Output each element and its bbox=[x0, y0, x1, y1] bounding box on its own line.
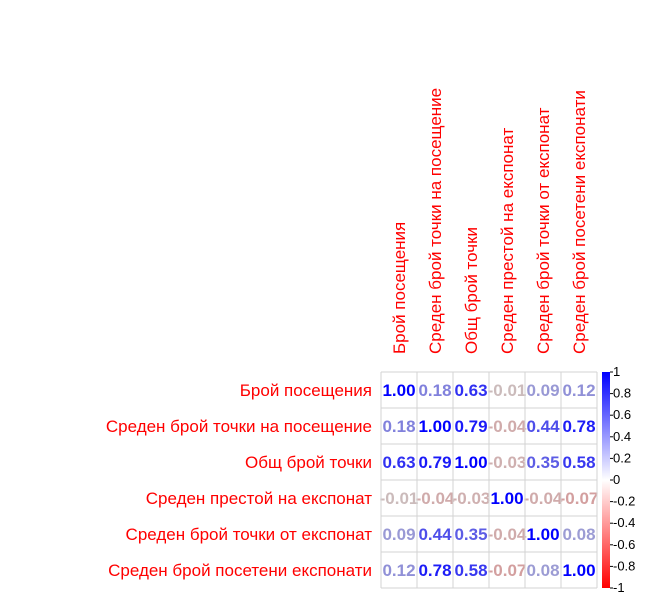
row-label: Среден брой точки от експонат bbox=[126, 525, 373, 544]
cell-value-r5-c1: 0.78 bbox=[418, 561, 451, 580]
colorbar-tick-label: 0.2 bbox=[613, 450, 631, 465]
colorbar-tick-label: -0.6 bbox=[613, 537, 635, 552]
colorbar: 1 0.8 0.6 0.4 0.2 0 -0.2 -0.4 -0.6 -0.8 -1 bbox=[602, 364, 635, 595]
column-label: Среден брой посетени експонати bbox=[570, 90, 589, 354]
colorbar-tick-label: 0.4 bbox=[613, 429, 631, 444]
column-label: Среден брой точки от експонат bbox=[534, 107, 553, 354]
row-label: Среден брой точки на посещение bbox=[106, 417, 372, 436]
cell-value-r1-c3: -0.04 bbox=[488, 417, 527, 436]
cell-value-r5-c3: -0.07 bbox=[488, 561, 527, 580]
cell-value-r0-c1: 0.18 bbox=[418, 381, 451, 400]
cell-value-r0-c0: 1.00 bbox=[382, 381, 415, 400]
cell-value-r2-c0: 0.63 bbox=[382, 453, 415, 472]
colorbar-tick-label: 0.8 bbox=[613, 386, 631, 401]
cell-value-r3-c2: -0.03 bbox=[452, 489, 491, 508]
colorbar-tick-label: 0 bbox=[613, 472, 620, 487]
cell-value-r1-c2: 0.79 bbox=[454, 417, 487, 436]
cell-value-r4-c5: 0.08 bbox=[562, 525, 595, 544]
row-label: Среден престой на експонат bbox=[146, 489, 372, 508]
cell-value-r3-c4: -0.04 bbox=[524, 489, 563, 508]
cell-value-r4-c2: 0.35 bbox=[454, 525, 487, 544]
cell-value-r3-c5: -0.07 bbox=[560, 489, 599, 508]
column-labels: Брой посещения Среден брой точки на посещ… bbox=[390, 88, 589, 354]
cell-value-r2-c2: 1.00 bbox=[454, 453, 487, 472]
cell-value-r2-c1: 0.79 bbox=[418, 453, 451, 472]
cell-value-r0-c5: 0.12 bbox=[562, 381, 595, 400]
heatmap-grid bbox=[380, 371, 598, 589]
column-label: Брой посещения bbox=[390, 222, 409, 354]
cell-value-r2-c3: -0.03 bbox=[488, 453, 527, 472]
cell-value-r0-c4: 0.09 bbox=[526, 381, 559, 400]
column-label: Общ брой точки bbox=[462, 227, 481, 354]
cell-value-r1-c5: 0.78 bbox=[562, 417, 595, 436]
cell-value-r4-c3: -0.04 bbox=[488, 525, 527, 544]
column-label: Среден престой на експонат bbox=[498, 128, 517, 354]
cell-value-r1-c4: 0.44 bbox=[526, 417, 560, 436]
cell-value-r0-c2: 0.63 bbox=[454, 381, 487, 400]
colorbar-tick-label: 0.6 bbox=[613, 407, 631, 422]
cell-value-r4-c0: 0.09 bbox=[382, 525, 415, 544]
cell-value-r5-c4: 0.08 bbox=[526, 561, 559, 580]
cell-value-r0-c3: -0.01 bbox=[488, 381, 527, 400]
cell-value-r2-c4: 0.35 bbox=[526, 453, 559, 472]
row-labels: Брой посещения Среден брой точки на посещ… bbox=[106, 381, 372, 580]
cell-value-r2-c5: 0.58 bbox=[562, 453, 595, 472]
cell-value-r5-c5: 1.00 bbox=[562, 561, 595, 580]
row-label: Брой посещения bbox=[240, 381, 372, 400]
cell-value-r1-c1: 1.00 bbox=[418, 417, 451, 436]
row-label: Среден брой посетени експонати bbox=[108, 561, 372, 580]
colorbar-tick-label: 1 bbox=[613, 364, 620, 379]
cell-value-r4-c1: 0.44 bbox=[418, 525, 452, 544]
colorbar-tick-label: -0.2 bbox=[613, 494, 635, 509]
colorbar-tick-label: -1 bbox=[613, 580, 625, 595]
cell-value-r1-c0: 0.18 bbox=[382, 417, 415, 436]
colorbar-gradient bbox=[602, 372, 610, 588]
colorbar-tick-label: -0.4 bbox=[613, 515, 635, 530]
column-label: Среден брой точки на посещение bbox=[426, 88, 445, 354]
heatmap-cells: 1.00 0.18 0.63 -0.01 0.09 0.120.18 1.00 0.79 -0.… bbox=[380, 381, 599, 580]
cell-value-r3-c0: -0.01 bbox=[380, 489, 419, 508]
cell-value-r4-c4: 1.00 bbox=[526, 525, 559, 544]
cell-value-r3-c1: -0.04 bbox=[416, 489, 455, 508]
row-label: Общ брой точки bbox=[245, 453, 372, 472]
cell-value-r5-c2: 0.58 bbox=[454, 561, 487, 580]
colorbar-tick-label: -0.8 bbox=[613, 558, 635, 573]
cell-value-r3-c3: 1.00 bbox=[490, 489, 523, 508]
cell-value-r5-c0: 0.12 bbox=[382, 561, 415, 580]
